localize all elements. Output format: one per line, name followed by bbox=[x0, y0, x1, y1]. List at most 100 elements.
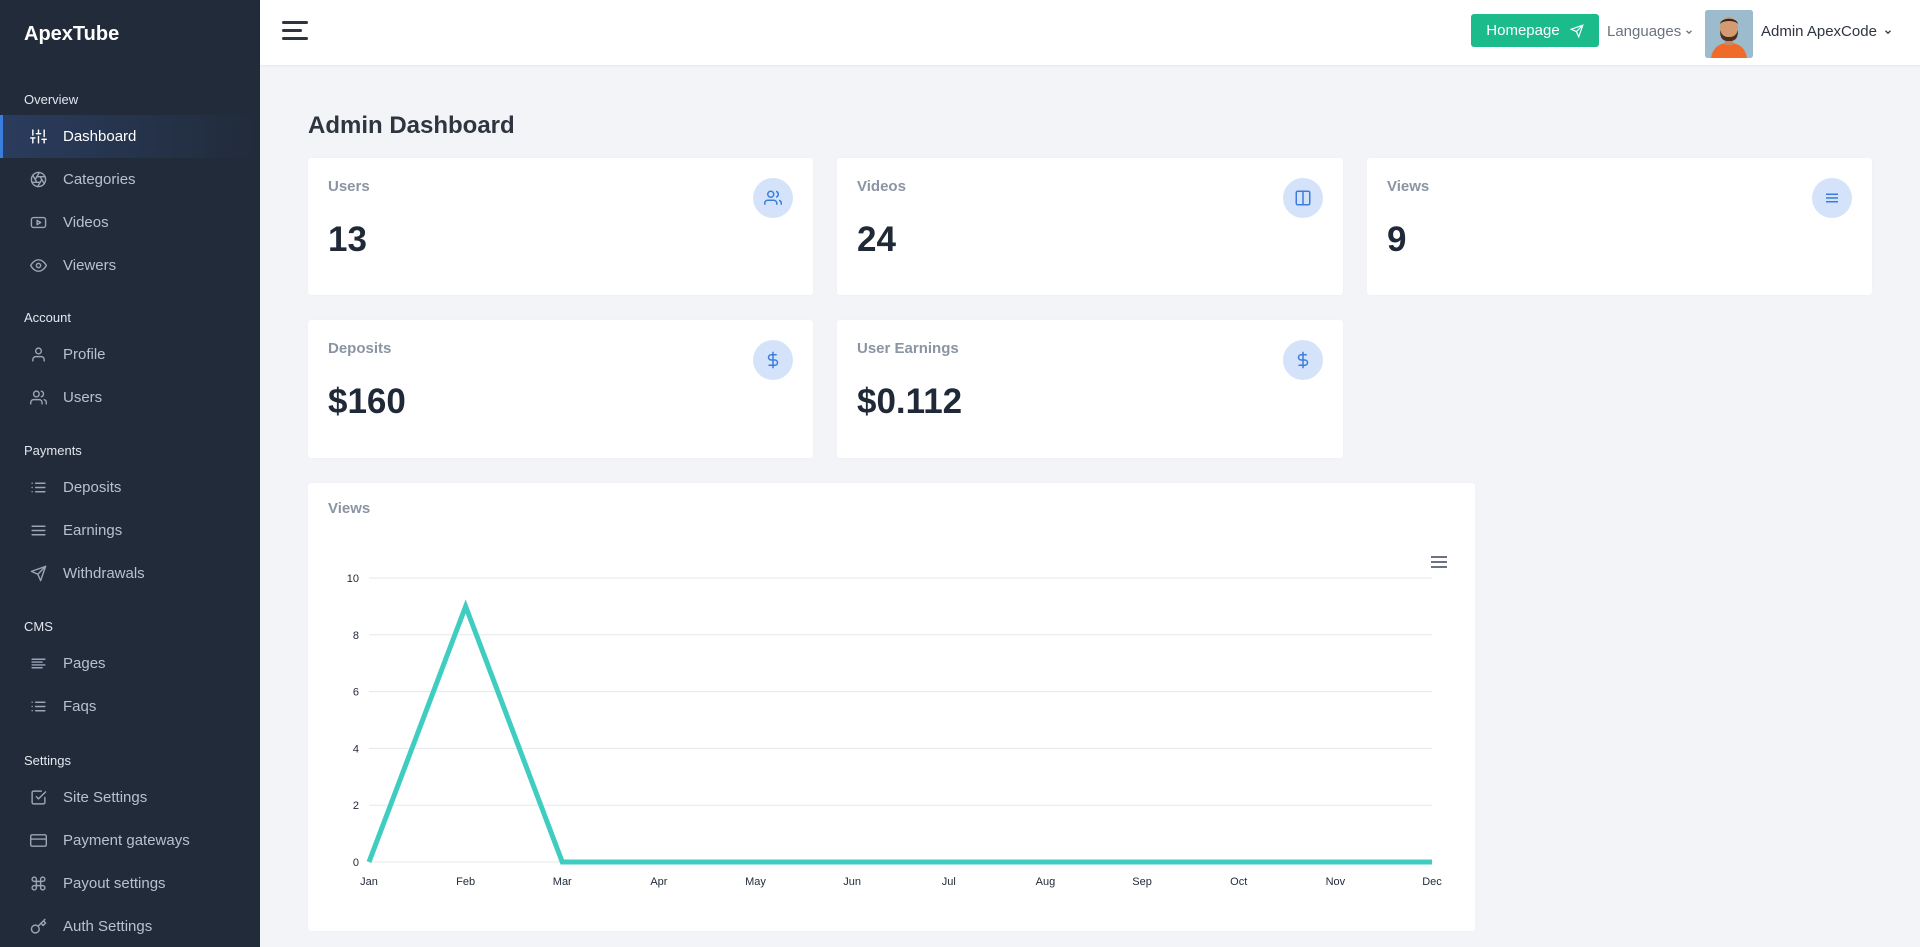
sidebar-item-dashboard[interactable]: Dashboard bbox=[0, 115, 260, 158]
stat-label: Videos bbox=[857, 178, 906, 195]
sidebar-item-label: Profile bbox=[63, 346, 106, 363]
sidebar-section-account: Account bbox=[24, 310, 71, 325]
sidebar-item-faqs[interactable]: Faqs bbox=[0, 685, 260, 728]
stat-card-videos: Videos 24 bbox=[837, 158, 1343, 295]
x-tick-label: Feb bbox=[456, 876, 475, 888]
y-tick-label: 6 bbox=[353, 687, 359, 699]
homepage-button-label: Homepage bbox=[1486, 22, 1560, 39]
x-tick-label: Mar bbox=[553, 876, 572, 888]
stat-card-user-earnings: User Earnings $0.112 bbox=[837, 320, 1343, 458]
sidebar-item-payment-gateways[interactable]: Payment gateways bbox=[0, 819, 260, 862]
x-tick-label: Oct bbox=[1230, 876, 1247, 888]
chevron-down-icon bbox=[1884, 29, 1891, 34]
brand-logo[interactable]: ApexTube bbox=[24, 22, 120, 45]
menu-icon bbox=[29, 522, 47, 540]
stat-label: Deposits bbox=[328, 340, 392, 357]
sidebar-item-label: Dashboard bbox=[63, 128, 137, 145]
y-tick-label: 8 bbox=[353, 630, 359, 642]
users-icon bbox=[29, 389, 47, 407]
chart-title: Views bbox=[328, 500, 371, 517]
sidebar-item-pages[interactable]: Pages bbox=[0, 642, 260, 685]
views-chart-card: Views 0 2 4 6 8 10 Jan Feb Mar Apr May Jun Jul Aug Sep… bbox=[308, 483, 1475, 931]
list-icon bbox=[29, 479, 47, 497]
sidebar-item-label: Faqs bbox=[63, 698, 97, 715]
list-icon bbox=[29, 698, 47, 716]
send-icon bbox=[29, 565, 47, 583]
chart-menu-icon[interactable] bbox=[1431, 556, 1447, 568]
sidebar-item-auth-settings[interactable]: Auth Settings bbox=[0, 905, 260, 947]
homepage-button[interactable]: Homepage bbox=[1471, 14, 1599, 47]
sidebar-item-label: Payment gateways bbox=[63, 832, 190, 849]
youtube-icon bbox=[29, 214, 47, 232]
eye-icon bbox=[29, 257, 47, 275]
x-tick-label: Dec bbox=[1422, 876, 1442, 888]
stat-card-deposits: Deposits $160 bbox=[308, 320, 813, 458]
sidebar-item-site-settings[interactable]: Site Settings bbox=[0, 776, 260, 819]
x-tick-label: Sep bbox=[1132, 876, 1152, 888]
stat-value: 24 bbox=[857, 220, 896, 259]
dollar-icon bbox=[753, 340, 793, 380]
y-tick-label: 10 bbox=[347, 573, 359, 585]
stat-card-users: Users 13 bbox=[308, 158, 813, 295]
sidebar-item-label: Pages bbox=[63, 655, 106, 672]
stat-value: $160 bbox=[328, 382, 406, 421]
sidebar-item-users[interactable]: Users bbox=[0, 376, 260, 419]
user-name: Admin ApexCode bbox=[1761, 23, 1877, 40]
users-icon bbox=[753, 178, 793, 218]
stat-card-views: Views 9 bbox=[1367, 158, 1872, 295]
sidebar-item-deposits[interactable]: Deposits bbox=[0, 466, 260, 509]
sidebar-item-label: Deposits bbox=[63, 479, 122, 496]
x-tick-label: Jul bbox=[942, 876, 956, 888]
credit-card-icon bbox=[29, 832, 47, 850]
stat-value: 13 bbox=[328, 220, 367, 259]
sidebar-toggle-icon[interactable] bbox=[282, 21, 308, 43]
languages-dropdown[interactable]: Languages bbox=[1607, 23, 1694, 40]
sidebar-item-payout-settings[interactable]: Payout settings bbox=[0, 862, 260, 905]
sidebar-item-profile[interactable]: Profile bbox=[0, 333, 260, 376]
views-line-chart: 0 2 4 6 8 10 Jan Feb Mar Apr May Jun Jul Aug Sep Oct Nov… bbox=[347, 573, 1443, 888]
sidebar-item-withdrawals[interactable]: Withdrawals bbox=[0, 552, 260, 595]
aperture-icon bbox=[29, 171, 47, 189]
top-header: Homepage Languages Admin ApexCode bbox=[260, 0, 1920, 65]
series-line bbox=[366, 599, 1432, 865]
stat-label: User Earnings bbox=[857, 340, 959, 357]
sidebar: ApexTube Overview Dashboard Categories V… bbox=[0, 0, 260, 947]
user-icon bbox=[29, 346, 47, 364]
sidebar-item-label: Site Settings bbox=[63, 789, 148, 806]
align-left-icon bbox=[29, 655, 47, 673]
sidebar-item-earnings[interactable]: Earnings bbox=[0, 509, 260, 552]
sidebar-item-categories[interactable]: Categories bbox=[0, 158, 260, 201]
languages-label: Languages bbox=[1607, 23, 1682, 40]
y-tick-label: 4 bbox=[353, 743, 359, 755]
dollar-icon bbox=[1283, 340, 1323, 380]
stat-label: Users bbox=[328, 178, 370, 195]
sidebar-item-label: Viewers bbox=[63, 257, 117, 274]
x-tick-label: May bbox=[745, 876, 766, 888]
key-icon bbox=[29, 918, 47, 936]
columns-icon bbox=[1283, 178, 1323, 218]
sidebar-item-label: Earnings bbox=[63, 522, 123, 539]
sidebar-item-label: Auth Settings bbox=[63, 918, 153, 935]
stat-value: 9 bbox=[1387, 220, 1407, 259]
sidebar-item-videos[interactable]: Videos bbox=[0, 201, 260, 244]
sidebar-section-overview: Overview bbox=[24, 92, 79, 107]
command-icon bbox=[29, 875, 47, 893]
sidebar-section-cms: CMS bbox=[24, 619, 53, 634]
user-menu[interactable]: Admin ApexCode bbox=[1761, 23, 1893, 40]
sidebar-item-label: Users bbox=[63, 389, 103, 406]
sidebar-section-settings: Settings bbox=[24, 753, 71, 768]
x-tick-label: Aug bbox=[1036, 876, 1056, 888]
stat-label: Views bbox=[1387, 178, 1430, 195]
sidebar-item-label: Payout settings bbox=[63, 875, 166, 892]
x-tick-label: Jan bbox=[360, 876, 378, 888]
sidebar-item-label: Withdrawals bbox=[63, 565, 145, 582]
avatar[interactable] bbox=[1705, 10, 1753, 58]
sidebar-item-viewers[interactable]: Viewers bbox=[0, 244, 260, 287]
sidebar-item-label: Categories bbox=[63, 171, 136, 188]
y-tick-label: 0 bbox=[353, 857, 359, 869]
y-tick-label: 2 bbox=[353, 800, 359, 812]
sidebar-item-label: Videos bbox=[63, 214, 109, 231]
x-tick-label: Nov bbox=[1326, 876, 1346, 888]
page-title: Admin Dashboard bbox=[308, 112, 515, 139]
sidebar-section-payments: Payments bbox=[24, 443, 82, 458]
